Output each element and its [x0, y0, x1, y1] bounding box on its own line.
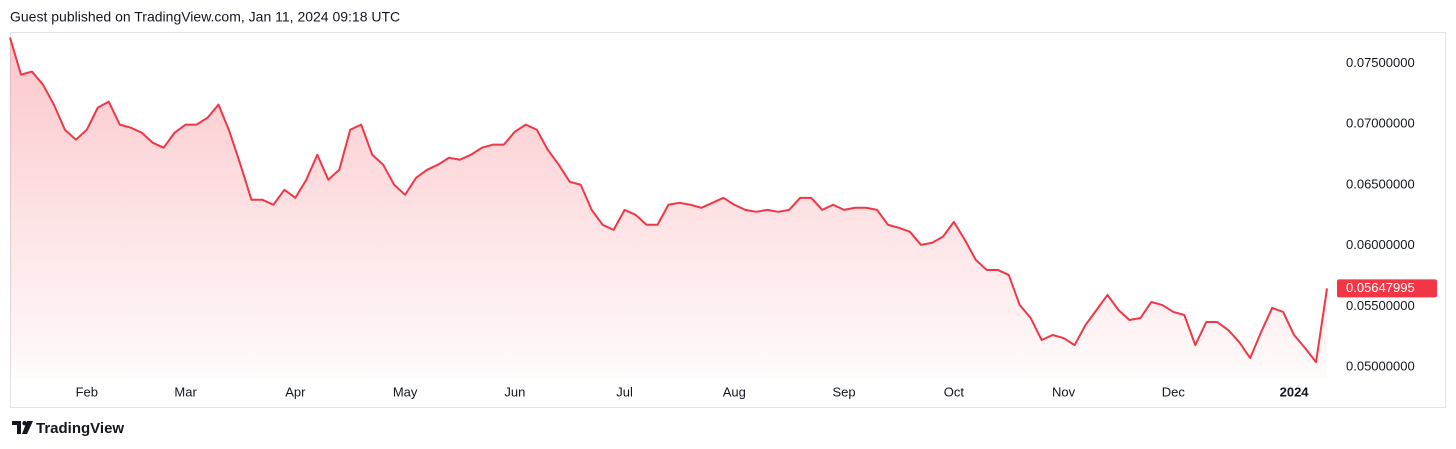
y-tick-label: 0.07000000 — [1346, 116, 1415, 131]
x-tick-label: Oct — [944, 384, 965, 399]
last-price-label: 0.05647995 — [1346, 280, 1415, 295]
last-price-badge — [1337, 279, 1437, 298]
x-tick-label: May — [393, 384, 418, 399]
y-tick-label: 0.05000000 — [1346, 359, 1415, 374]
y-tick-label: 0.06000000 — [1346, 237, 1415, 252]
logo — [12, 421, 33, 434]
header: Guest published on TradingView.com, Jan … — [10, 9, 400, 25]
area — [10, 37, 1327, 379]
x-tick-label: Apr — [285, 384, 306, 399]
x-tick-label: 2024 — [1280, 384, 1310, 399]
x-tick-label: Nov — [1052, 384, 1076, 399]
footer-brand: TradingView — [36, 420, 124, 437]
price-line — [9, 37, 1328, 364]
x-tick-label: Feb — [76, 384, 98, 399]
x-tick-label: Jul — [616, 384, 633, 399]
x-tick-label: Sep — [833, 384, 856, 399]
x-tick-label: Jun — [504, 384, 525, 399]
x-tick-label: Aug — [723, 384, 746, 399]
y-tick-label: 0.07500000 — [1346, 55, 1415, 70]
x-tick-label: Mar — [174, 384, 197, 399]
y-tick-label: 0.05500000 — [1346, 298, 1415, 313]
x-tick-label: Dec — [1162, 384, 1186, 399]
y-tick-label: 0.06500000 — [1346, 176, 1415, 191]
